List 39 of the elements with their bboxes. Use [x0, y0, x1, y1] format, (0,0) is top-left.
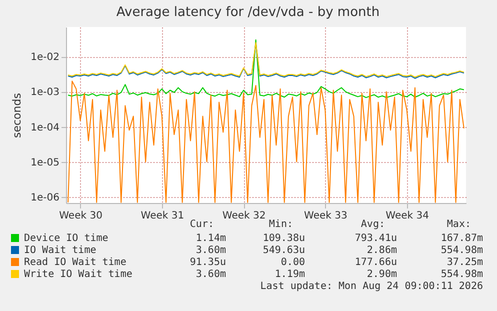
y-tick-label: 1e-04	[30, 122, 60, 134]
text: Max:	[446, 219, 471, 230]
chart-title: Average latency for /dev/vda - by month	[116, 5, 380, 20]
text: 1.19m	[274, 269, 305, 280]
text: Min:	[268, 219, 293, 230]
text: 793.41u	[354, 233, 397, 244]
text: Cur:	[190, 219, 214, 230]
text: 3.60m	[196, 269, 226, 280]
text: Last update: Mon Aug 24 09:00:11 2026	[260, 281, 483, 292]
legend-label: IO Wait time	[24, 245, 96, 256]
text: Avg:	[360, 219, 385, 230]
text: 1.14m	[196, 233, 226, 244]
x-tick-label: Week 31	[140, 210, 184, 222]
legend-label: Write IO Wait time	[24, 269, 132, 280]
text: 554.98m	[440, 245, 483, 256]
text: 109.38u	[262, 233, 305, 244]
text: 177.66u	[354, 257, 397, 268]
text: 0.00	[280, 257, 305, 268]
legend-label: Device IO time	[24, 233, 108, 244]
y-tick-label: 1e-02	[30, 52, 60, 64]
text: 2.86m	[366, 245, 397, 256]
line-series	[68, 80, 464, 203]
text: 549.63u	[262, 245, 305, 256]
y-tick-label: 1e-06	[30, 192, 60, 204]
text: 91.35u	[190, 257, 226, 268]
x-tick-label: Week 32	[222, 210, 266, 222]
y-axis-title: seconds	[10, 92, 24, 138]
y-tick-label: 1e-03	[30, 87, 60, 98]
line-series	[68, 39, 464, 98]
text: 37.25m	[446, 257, 483, 268]
text: 167.87m	[440, 233, 483, 244]
text: 3.60m	[196, 245, 226, 256]
x-tick-label: Week 33	[304, 210, 348, 222]
y-tick-label: 1e-05	[30, 157, 60, 168]
x-tick-label: Week 30	[59, 210, 102, 222]
text: 554.98m	[440, 269, 483, 280]
text: 2.90m	[366, 269, 397, 280]
legend-label: Read IO Wait time	[24, 257, 126, 268]
x-tick-label: Week 34	[386, 210, 429, 222]
